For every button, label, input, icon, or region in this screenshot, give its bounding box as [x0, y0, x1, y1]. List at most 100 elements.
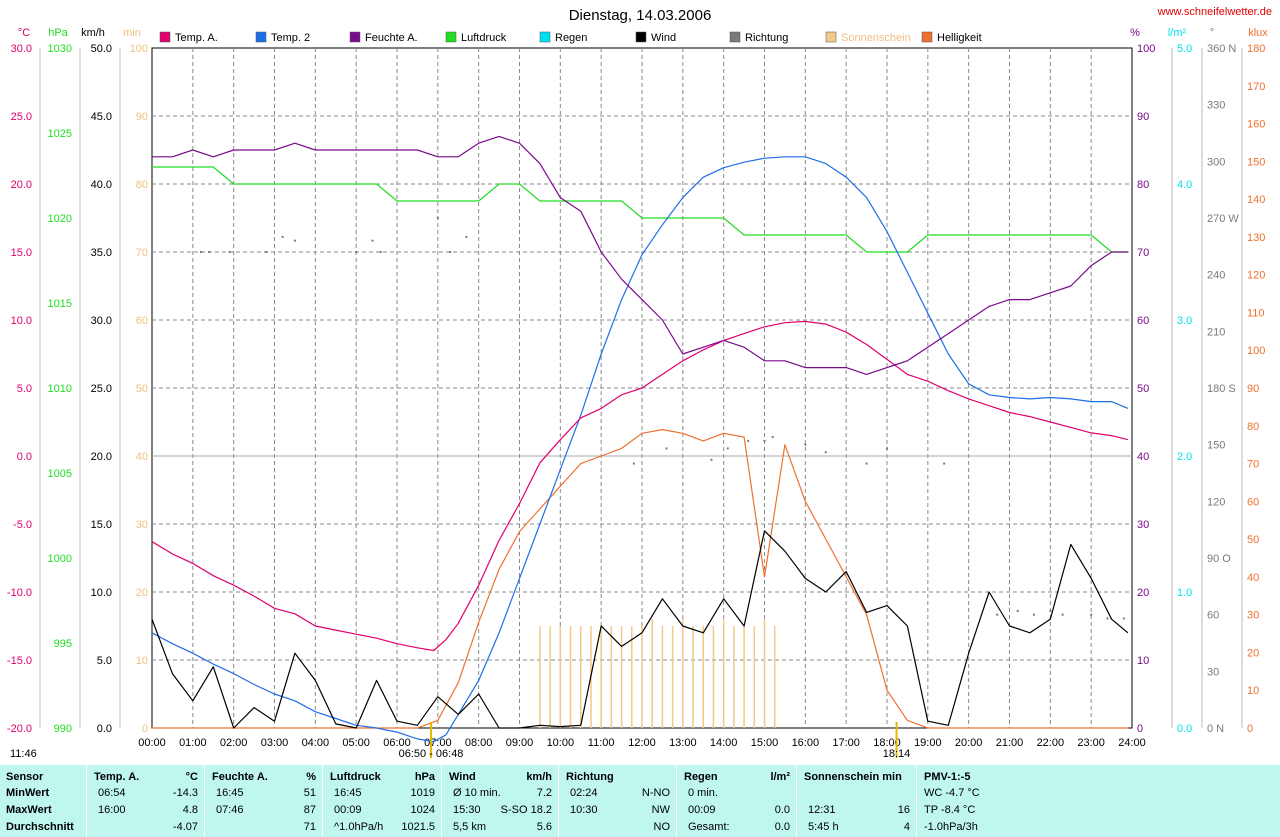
stats-time: 02:24: [570, 787, 598, 799]
direction-point: [436, 217, 439, 219]
axis-tick-label: 30: [1137, 519, 1149, 531]
direction-point: [1106, 617, 1109, 620]
axis-unit-right: klux: [1248, 27, 1268, 39]
chart-title: Dienstag, 14.03.2006: [569, 7, 712, 24]
series-line-temp_a: [151, 320, 1129, 652]
axis-unit-left: km/h: [81, 27, 105, 39]
legend-swatch: [445, 31, 457, 43]
axis-tick-label: 180 S: [1207, 383, 1236, 395]
axis-tick-label: 100: [130, 43, 148, 55]
legend-swatch: [729, 31, 741, 43]
direction-point: [1016, 609, 1019, 612]
axis-tick-label: 60: [1207, 610, 1219, 622]
axis-tick-label: 1030: [48, 43, 72, 55]
axis-tick-label: 90: [136, 111, 148, 123]
stats-time: 07:46: [216, 804, 244, 816]
axis-tick-label: 30.0: [11, 43, 32, 55]
stats-value: NO: [653, 821, 671, 833]
x-tick-label: 11:00: [588, 737, 615, 749]
stats-time: Ø 10 min.: [453, 787, 501, 799]
stats-header: PMV-1:-5: [924, 771, 971, 783]
stats-time: 16:45: [334, 787, 362, 799]
stats-value: 51: [303, 787, 316, 799]
legend-swatch: [159, 31, 171, 43]
site-url: www.schneifelwetter.de: [1157, 6, 1272, 18]
axis-tick-label: 80: [1247, 421, 1259, 433]
axis-tick-label: -5.0: [13, 519, 32, 531]
direction-point: [886, 447, 888, 450]
axis-tick-label: 80: [136, 179, 148, 191]
column-separator: [916, 765, 917, 837]
axis-tick-label: 70: [1247, 459, 1259, 471]
stats-value: -1.0hPa/3h: [924, 821, 978, 833]
legend-label: Luftdruck: [461, 32, 507, 44]
legend-label: Feuchte A.: [365, 32, 418, 44]
direction-point: [1033, 613, 1035, 616]
legend-label: Richtung: [745, 32, 788, 44]
stats-value: S-SO 18.2: [500, 804, 552, 816]
legend-label: Wind: [651, 32, 676, 44]
axis-tick-label: 1020: [48, 213, 72, 225]
stats-unit: km/h: [526, 771, 552, 783]
stats-value: 4.8: [182, 804, 198, 816]
axis-tick-label: 1025: [48, 128, 72, 140]
axis-tick-label: 300: [1207, 156, 1225, 168]
direction-point: [265, 251, 268, 253]
column-separator: [676, 765, 677, 837]
direction-point: [281, 235, 284, 238]
legend-swatch: [349, 31, 361, 43]
x-tick-label: 04:00: [302, 737, 330, 749]
axis-tick-label: 4.0: [1177, 179, 1192, 191]
axis-tick-label: 40: [136, 451, 148, 463]
stats-time: 00:09: [688, 804, 716, 816]
stats-header: Feuchte A.: [212, 771, 268, 783]
stats-value: 1024: [410, 804, 435, 816]
axis-tick-label: 100: [1247, 345, 1265, 357]
stats-value: 7.2: [536, 787, 552, 799]
stats-time: 5:45 h: [808, 821, 839, 833]
axis-tick-label: 140: [1247, 194, 1265, 206]
axis-unit-right: l/m²: [1168, 27, 1187, 39]
axis-tick-label: 50.0: [91, 43, 112, 55]
axis-tick-label: 30: [136, 519, 148, 531]
stats-unit: %: [306, 771, 316, 783]
axis-tick-label: 360 N: [1207, 43, 1236, 55]
stats-value: WC -4.7 °C: [924, 787, 980, 799]
sunset-label: 18:14: [883, 748, 911, 760]
direction-point: [355, 251, 358, 253]
axis-tick-label: 170: [1247, 81, 1265, 93]
x-axis: 00:00 01:00 02:00 03:00 04:00 05:00 06:00 07:00…: [138, 737, 1146, 749]
left-axes: 30.0 25.0 20.0 15.0 10.0 5.0 0.0 -5.0 -10.0 -15.0…: [7, 43, 148, 735]
axis-tick-label: 25.0: [91, 383, 112, 395]
x-tick-label: 15:00: [751, 737, 779, 749]
legend-swatch: [539, 31, 551, 43]
x-tick-label: 14:00: [710, 737, 738, 749]
x-tick-label: 18:00: [873, 737, 901, 749]
axis-tick-label: 90 O: [1207, 553, 1231, 565]
stats-time: 06:54: [98, 787, 126, 799]
stats-value: -4.07: [172, 821, 198, 833]
axis-tick-label: 2.0: [1177, 451, 1192, 463]
direction-point: [665, 447, 668, 450]
stats-value: 1019: [410, 787, 435, 799]
axis-tick-label: -15.0: [7, 655, 32, 667]
axis-tick-label: 15.0: [91, 519, 112, 531]
stats-value: 16: [897, 804, 910, 816]
stats-value: 1021.5: [401, 821, 435, 833]
axis-tick-label: 0 N: [1207, 723, 1224, 735]
x-tick-label: 06:00: [383, 737, 411, 749]
axis-tick-label: 50: [1247, 534, 1259, 546]
axis-tick-label: 5.0: [97, 655, 112, 667]
statistics-table: Sensor MinWert MaxWert Durchschnitt Temp. A.…: [0, 765, 1280, 837]
axis-unit-left: hPa: [48, 27, 68, 39]
legend-label: Sonnenschein: [841, 32, 911, 44]
axis-tick-label: 20: [136, 587, 148, 599]
axis-tick-label: 1015: [48, 298, 72, 310]
axis-tick-label: 0: [142, 723, 148, 735]
axis-tick-label: 1000: [48, 553, 72, 565]
legend-swatch: [635, 31, 647, 43]
direction-point: [710, 458, 713, 461]
x-tick-label: 05:00: [342, 737, 370, 749]
stats-unit: l/m²: [770, 771, 790, 783]
right-axes: 10090807060504030201005.04.03.02.01.00.0…: [1137, 43, 1265, 735]
